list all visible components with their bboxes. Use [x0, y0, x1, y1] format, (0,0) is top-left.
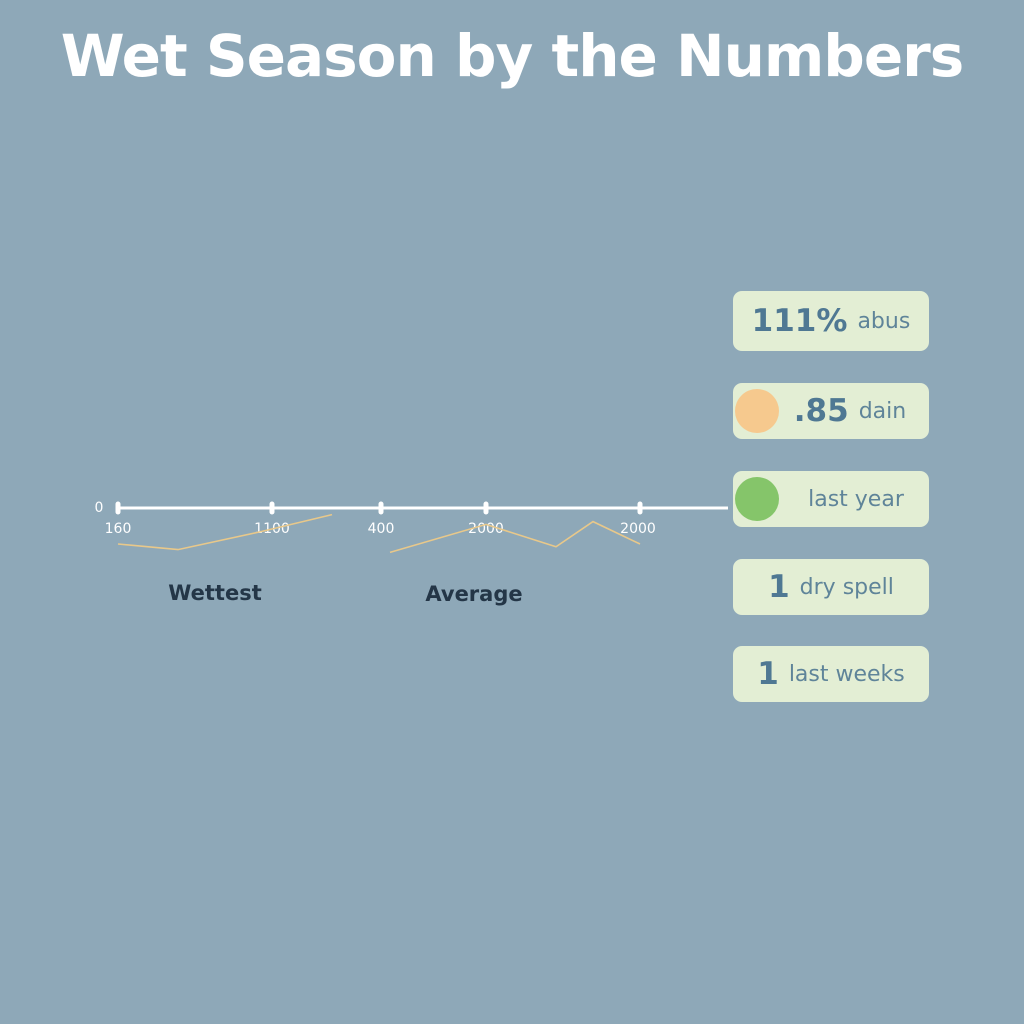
stat-label: last weeks	[788, 661, 905, 687]
stat-card-last-year: last year	[733, 471, 929, 527]
stat-label: last year	[808, 486, 904, 512]
group-label-wettest: Wettest	[168, 581, 262, 605]
stat-label: dain	[858, 398, 907, 424]
x-tick-label: 2000	[620, 521, 656, 537]
orange-dot-icon	[735, 389, 779, 433]
group-label-average: Average	[425, 582, 522, 606]
series-line-1	[117, 513, 333, 551]
stat-card-dry-spell: 1 dry spell	[733, 559, 929, 615]
x-tick-label: 2000	[468, 521, 504, 537]
stat-card-last-weeks: 1 last weeks	[733, 646, 929, 702]
stat-label: dry spell	[799, 574, 894, 600]
series-line-2	[389, 520, 641, 554]
stat-value: 1	[768, 569, 790, 605]
stat-value: .85	[793, 393, 849, 429]
stat-card-dain: .85 dain	[733, 383, 929, 439]
page-title: Wet Season by the Numbers	[60, 22, 965, 90]
x-tick-label: 400	[368, 521, 395, 537]
x-tick-label: 160	[105, 521, 132, 537]
stat-card-abus: 111% abus	[733, 291, 929, 351]
stat-value: 1	[757, 656, 779, 692]
x-tick-label: 0	[95, 500, 104, 516]
stat-label: abus	[857, 308, 911, 334]
stat-value: 111%	[751, 303, 848, 339]
green-dot-icon	[735, 477, 779, 521]
